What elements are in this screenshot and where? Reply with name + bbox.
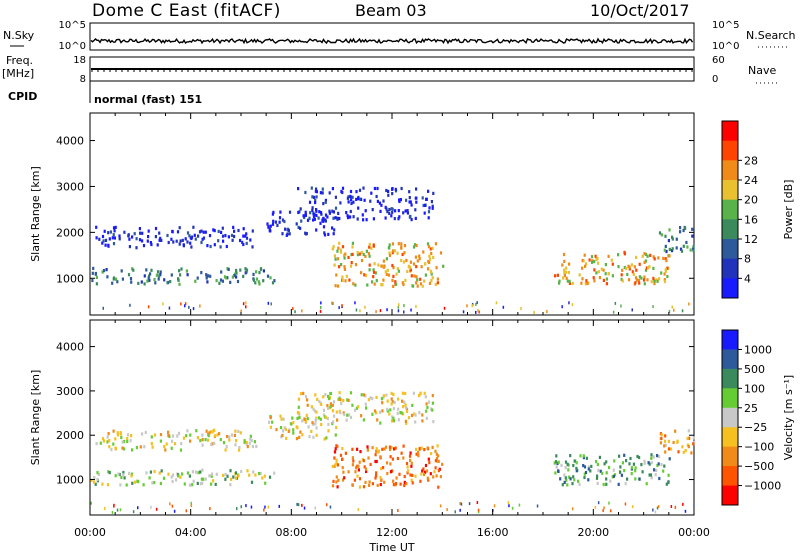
plot-title: Dome C East (fitACF) [92,1,281,21]
y-axis-label: Slant Range [km] [29,370,42,466]
cpid-label: CPID [8,90,37,103]
echo-region [296,391,435,425]
colorbar-tick-label: 12 [744,233,758,246]
y-tick-label: 2000 [56,429,84,442]
echo-region [331,241,445,288]
colorbar-tick-label: −1000 [744,480,781,493]
colorbar-tick-label: 16 [744,213,758,226]
colorbar-tick-label: 100 [744,382,765,395]
echo-region [553,453,671,487]
x-tick-label: 08:00 [275,526,307,539]
y-tick-label: 2000 [56,226,84,239]
velocity-colorbar: 1000 500 100 25 −25 −100 −500 −1000 Velocity [m … [721,329,795,506]
colorbar-tick-label: 4 [744,272,751,285]
freq-panel [89,56,695,82]
echo-region [95,428,258,452]
y-tick-label: 3000 [56,180,84,193]
x-tick-label: 20:00 [577,526,609,539]
colorbar-swatch [722,199,738,220]
freq-tick-bottom: 8 [80,74,86,85]
colorbar-swatch [722,258,738,279]
y-tick-label: 1000 [56,272,84,285]
colorbar-swatch [722,239,738,260]
nsearch-tick-bottom: 10^0 [712,41,739,52]
colorbar-swatch [722,180,738,201]
colorbar-swatch [722,121,738,142]
nsky-panel [89,22,695,51]
time-axis: 00:00 04:00 08:00 12:00 16:00 20:00 00:00 [74,526,710,539]
power-panel: 1000 2000 3000 4000 Slant Range [km] [29,112,695,316]
x-tick-label: 00:00 [678,526,710,539]
colorbar-label: Power [dB] [782,180,795,240]
colorbar-tick-label: 20 [744,194,758,207]
beam-label: Beam 03 [355,1,427,20]
echo-region [268,413,338,441]
colorbar-tick-label: 8 [744,253,751,266]
power-colorbar: 4 8 12 16 20 24 28 Power [dB] [721,120,795,299]
x-tick-label: 04:00 [175,526,207,539]
echo-region [554,250,671,286]
nave-line [91,70,693,72]
echo-region [297,186,435,222]
colorbar-tick-label: 25 [744,402,758,415]
colorbar-swatch [722,407,738,428]
colorbar-label: Velocity [m s⁻¹] [782,375,795,460]
freq-trace [91,68,693,72]
freq-unit: [MHz] [2,67,34,80]
nsearch-label: N.Search [746,29,796,42]
cpid-text: normal (fast) 151 [94,93,202,106]
echo-region [659,429,696,455]
echo-region [266,209,337,237]
freq-tick-top: 18 [73,55,86,66]
colorbar-swatch [722,278,738,299]
echo-region [95,225,254,250]
colorbar-tick-label: 500 [744,363,765,376]
colorbar-swatch [722,330,738,350]
x-tick-label: 12:00 [376,526,408,539]
nave-tick-bottom: 0 [712,74,718,85]
y-axis-label: Slant Range [km] [29,166,42,262]
colorbar-tick-label: −100 [744,441,774,454]
x-tick-label: 16:00 [477,526,509,539]
echo-region [658,225,695,254]
y-tick-label: 1000 [56,474,84,487]
colorbar-tick-label: 28 [744,154,758,167]
colorbar-swatch [722,140,738,161]
colorbar-swatch [722,427,738,448]
nave-label: Nave [748,64,776,77]
colorbar-swatch [722,160,738,181]
y-tick-label: 3000 [56,385,84,398]
echo-region [91,266,276,286]
colorbar-swatch [722,368,738,389]
colorbar-swatch [722,466,738,487]
nave-tick-top: 60 [712,55,725,66]
nsky-line [90,37,694,45]
echo-region [90,468,276,487]
colorbar-frame [721,120,739,299]
echo-region [331,444,444,489]
colorbar-tick-label: 24 [744,174,758,187]
colorbar-swatch [722,446,738,467]
nsky-tick-bottom: 10^0 [59,41,86,52]
nsky-tick-top: 10^5 [59,20,86,31]
colorbar-tick-label: 1000 [744,343,772,356]
velocity-panel: 1000 2000 3000 4000 Slant Range [km] [29,319,696,516]
colorbar-swatch [722,349,738,370]
x-axis-label: Time UT [368,541,414,554]
colorbar-frame [721,329,739,506]
freq-label: Freq. [6,54,33,67]
y-tick-label: 4000 [56,341,84,354]
colorbar-swatch [722,485,738,506]
colorbar-tick-label: −25 [744,421,767,434]
x-tick-label: 00:00 [74,526,106,539]
nsky-trace [90,37,694,45]
nsearch-tick-top: 10^5 [712,20,739,31]
colorbar-tick-label: −500 [744,460,774,473]
colorbar-swatch [722,388,738,409]
y-tick-label: 4000 [56,135,84,148]
colorbar-swatch [722,219,738,240]
nsky-label: N.Sky [3,29,35,42]
date-label: 10/Oct/2017 [590,1,690,20]
